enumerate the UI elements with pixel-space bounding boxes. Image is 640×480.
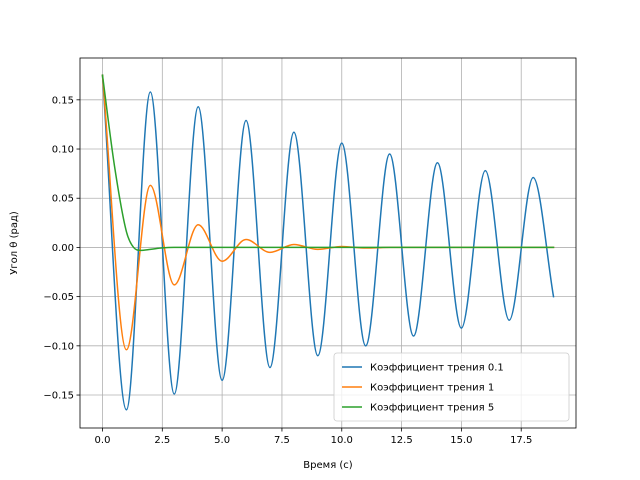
series-line-3	[101, 74, 555, 252]
x-tick-label: 2.5	[154, 435, 170, 446]
x-tick-label: 5.0	[214, 435, 230, 446]
y-tick-label: 0.15	[52, 95, 74, 106]
legend-label: Коэффициент трения 0.1	[370, 363, 504, 374]
y-tick-label: −0.05	[43, 292, 74, 303]
x-tick-label: 10.0	[331, 435, 353, 446]
x-tick-label: 7.5	[274, 435, 290, 446]
series-layer	[101, 74, 555, 411]
y-axis: −0.15 −0.10 −0.05 0.00 0.05 0.10 0.15	[43, 95, 80, 402]
y-tick-label: 0.05	[52, 194, 74, 205]
x-axis: 0.0 2.5 5.0 7.5 10.0 12.5 15.0 17.5	[95, 428, 532, 446]
y-tick-label: −0.10	[43, 341, 74, 352]
y-tick-label: −0.15	[43, 391, 74, 402]
x-tick-label: 15.0	[450, 435, 472, 446]
legend-label: Коэффициент трения 5	[370, 403, 494, 414]
x-tick-label: 0.0	[95, 435, 111, 446]
legend-label: Коэффициент трения 1	[370, 383, 494, 394]
y-tick-label: 0.00	[52, 243, 74, 254]
x-axis-label: Время (с)	[303, 460, 352, 471]
y-tick-label: 0.10	[52, 145, 74, 156]
axes-frame	[79, 57, 577, 429]
y-axis-label: Угол θ (рад)	[9, 211, 20, 275]
legend-box	[333, 352, 570, 422]
x-tick-label: 17.5	[510, 435, 532, 446]
x-tick-label: 12.5	[390, 435, 412, 446]
legend: Коэффициент трения 0.1 Коэффициент трения…	[333, 352, 570, 422]
series-line-1	[101, 74, 555, 411]
